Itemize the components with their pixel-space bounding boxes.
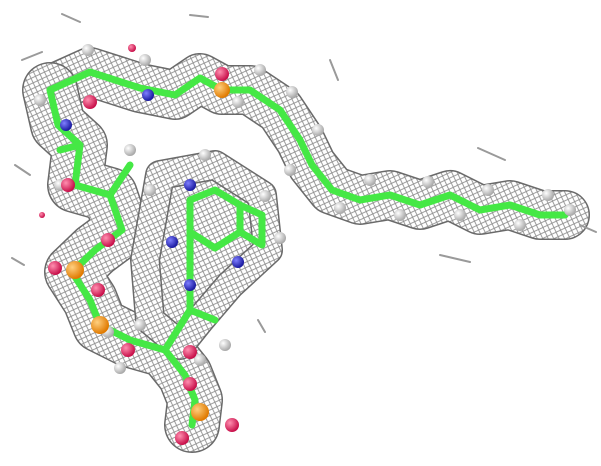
- atoms: [34, 44, 576, 445]
